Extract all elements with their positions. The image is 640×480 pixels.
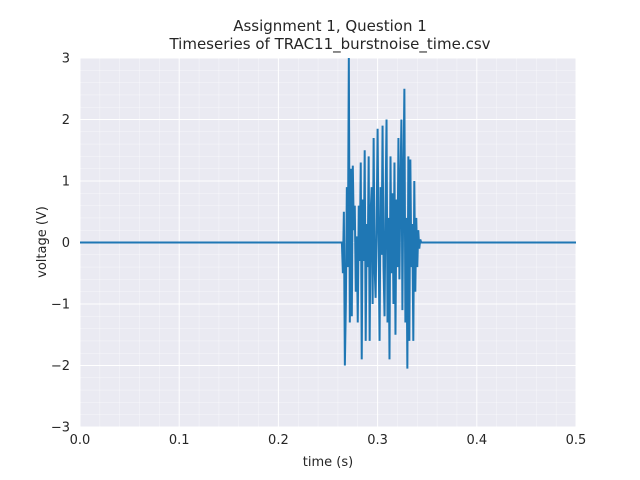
x-tick-label: 0.2 [268, 433, 289, 448]
x-tick-label: 0.1 [169, 433, 190, 448]
x-axis-label: time (s) [303, 455, 353, 470]
y-tick-label: −2 [51, 359, 70, 374]
x-tick-label: 0.5 [566, 433, 587, 448]
chart-title-line2: Timeseries of TRAC11_burstnoise_time.csv [168, 35, 490, 54]
x-tick-label: 0.3 [367, 433, 388, 448]
y-tick-label: 0 [62, 236, 70, 251]
series-line-0 [80, 57, 576, 369]
y-tick-label: 2 [62, 113, 70, 128]
y-tick-label: 1 [62, 175, 70, 190]
x-tick-label: 0.0 [70, 433, 91, 448]
y-axis-label: voltage (V) [35, 206, 50, 278]
x-tick-labels: 0.0 0.1 0.2 0.3 0.4 0.5 [70, 433, 587, 448]
x-tick-label: 0.4 [466, 433, 487, 448]
series-layer [80, 57, 576, 369]
chart-title-line1: Assignment 1, Question 1 [233, 17, 427, 35]
y-tick-label: −3 [51, 421, 70, 436]
y-tick-label: −1 [51, 298, 70, 313]
y-tick-label: 3 [62, 52, 70, 67]
y-tick-labels: −3 −2 −1 0 1 2 3 [51, 52, 70, 436]
